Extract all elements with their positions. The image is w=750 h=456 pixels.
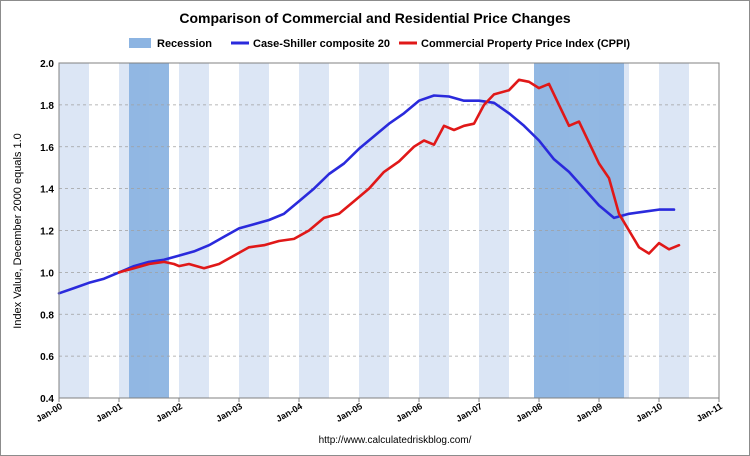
x-tick-label: Jan-03: [214, 401, 244, 424]
y-tick-label: 0.4: [40, 394, 54, 405]
chart-title: Comparison of Commercial and Residential…: [179, 10, 571, 26]
legend-label-recession: Recession: [157, 38, 212, 50]
x-tick-label: Jan-11: [695, 401, 724, 424]
legend: Recession Case-Shiller composite 20 Comm…: [129, 38, 630, 50]
x-tick-label: Jan-08: [514, 401, 544, 424]
x-tick-label: Jan-06: [394, 401, 424, 424]
y-tick-label: 1.2: [40, 227, 54, 238]
y-axis-label: Index Value, December 2000 equals 1.0: [12, 133, 24, 328]
y-tick-label: 1.6: [40, 143, 54, 154]
y-tick-label: 1.0: [40, 268, 54, 279]
legend-label-case-shiller: Case-Shiller composite 20: [253, 38, 390, 50]
x-tick-label: Jan-05: [334, 401, 364, 424]
y-tick-label: 1.4: [40, 185, 54, 196]
legend-label-cppi: Commercial Property Price Index (CPPI): [421, 38, 630, 50]
recession-bands: [129, 63, 624, 398]
plot-frame: [58, 62, 720, 399]
series-lines: [57, 78, 681, 295]
x-tick-label: Jan-04: [274, 401, 304, 424]
series-line-case-shiller: [57, 94, 676, 295]
x-axis-ticks: Jan-00 Jan-01 Jan-02 Jan-03 Jan-04 Jan-05 Jan-…: [34, 398, 724, 424]
y-tick-label: 0.8: [40, 310, 54, 321]
y-axis-ticks: 0.4 0.6 0.8 1.0 1.2 1.4 1.6 1.8 2.0: [40, 59, 54, 405]
recession-band: [534, 63, 624, 398]
x-tick-label: Jan-02: [154, 401, 184, 424]
series-line-cppi: [117, 78, 681, 274]
x-tick-label: Jan-07: [454, 401, 484, 424]
legend-swatch-recession: [129, 38, 151, 48]
y-tick-label: 0.6: [40, 352, 54, 363]
y-tick-label: 1.8: [40, 101, 54, 112]
x-tick-label: Jan-01: [94, 401, 124, 424]
x-tick-label: Jan-09: [574, 401, 604, 424]
source-url: http://www.calculatedriskblog.com/: [319, 435, 472, 446]
x-tick-label: Jan-10: [634, 401, 664, 424]
y-tick-label: 2.0: [40, 59, 54, 70]
